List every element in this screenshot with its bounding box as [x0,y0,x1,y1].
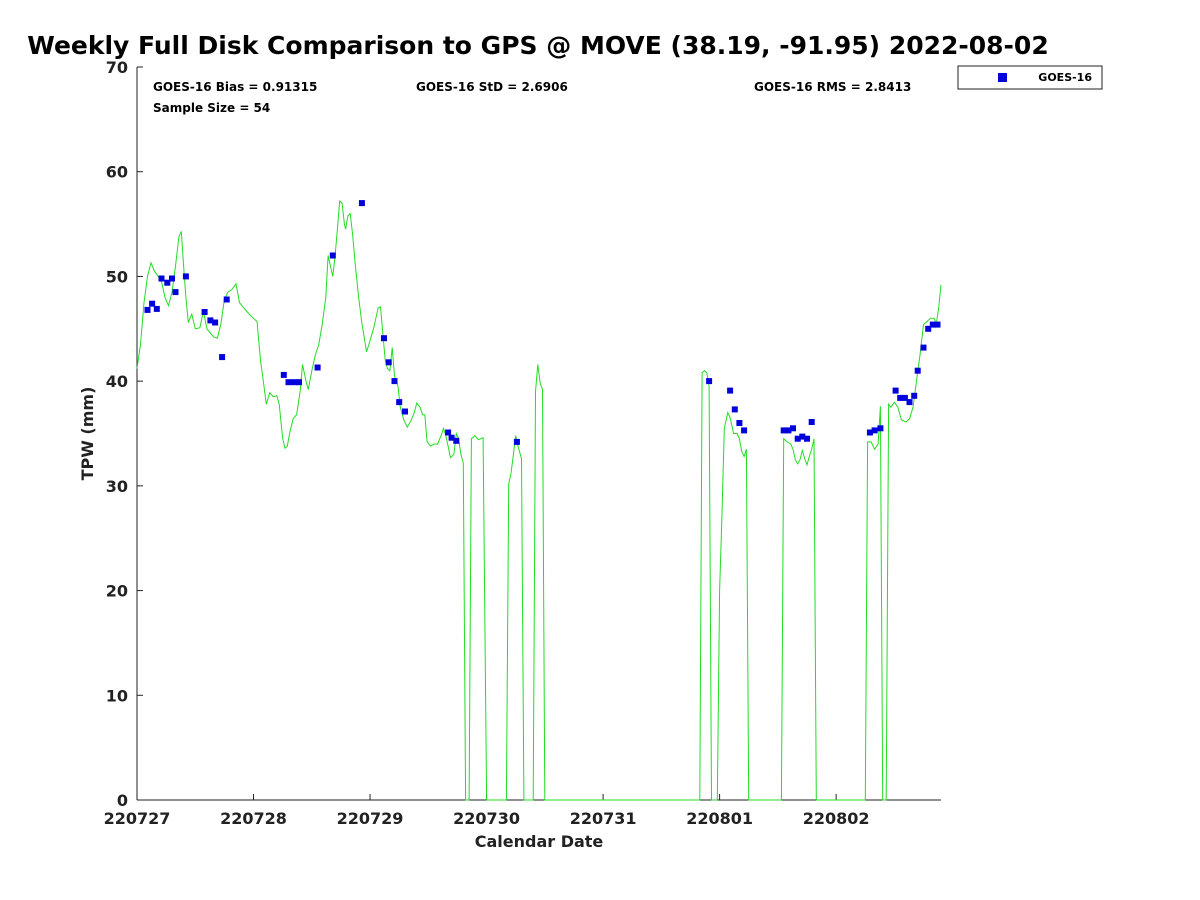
goes-16-point [911,392,918,399]
goes-16-point [513,438,520,445]
x-tick-label: 220727 [104,809,171,828]
rms-annotation: GOES-16 RMS = 2.8413 [754,80,911,94]
sample-size-annotation: Sample Size = 54 [153,101,270,115]
goes-16-point [453,437,460,444]
goes-16-point [736,420,743,426]
y-tick-label: 40 [106,372,128,391]
goes-16-point [929,321,936,328]
x-tick-label: 220801 [686,809,753,828]
legend-label-goes-16: GOES-16 [1038,71,1092,84]
y-axis-ticks: 0 10 20 30 40 50 60 70 [106,58,143,810]
series-goes-16 [144,200,941,445]
y-tick-label: 30 [106,477,128,496]
goes-16-point [871,427,878,434]
goes-16-point [808,419,815,425]
goes-16-point [329,252,336,259]
goes-16-point [402,408,408,415]
y-tick-label: 0 [117,791,128,810]
gps-line [136,199,942,801]
goes-16-point [897,394,904,401]
goes-16-point [144,306,151,313]
x-axis-label: Calendar Date [475,832,604,851]
goes-16-point [877,425,884,432]
goes-16-point [164,279,171,286]
goes-16-point [291,379,298,386]
goes-16-point [296,379,302,386]
goes-16-point [901,394,908,401]
bias-annotation: GOES-16 Bias = 0.91315 [153,80,317,94]
goes-16-point [280,371,287,378]
series-gps [136,199,942,801]
goes-16-point [385,359,392,366]
goes-16-point [934,321,941,328]
y-tick-label: 70 [106,58,128,77]
goes-16-point [201,309,208,315]
x-tick-label: 220728 [220,809,287,828]
goes-16-point [391,378,398,385]
goes-16-point [892,387,899,394]
x-tick-label: 220802 [803,809,870,828]
x-tick-label: 220730 [453,809,520,828]
goes-16-point [153,305,160,312]
goes-16-point [914,367,921,374]
goes-16-point [172,289,179,296]
y-tick-label: 60 [106,163,128,182]
std-annotation: GOES-16 StD = 2.6906 [416,80,568,94]
goes-16-point [780,427,787,434]
goes-16-point [794,435,801,442]
goes-16-point [219,354,226,361]
goes-16-point [799,433,806,440]
goes-16-point [920,344,927,351]
goes-16-point [158,275,165,282]
chart-title: Weekly Full Disk Comparison to GPS @ MOV… [27,31,1048,60]
goes-16-point [358,200,365,207]
goes-16-point [149,300,156,307]
goes-16-point [906,399,913,406]
goes-16-point [706,378,713,385]
goes-16-point [741,427,748,434]
x-tick-label: 220731 [570,809,637,828]
x-axis-ticks: 220727 220728 220729 220730 220731 220801 2208… [104,794,870,828]
stats-annotations: GOES-16 Bias = 0.91315 GOES-16 StD = 2.6… [153,80,911,115]
goes-16-point [182,273,189,280]
y-tick-label: 10 [106,686,128,705]
goes-16-point [448,434,455,441]
goes-16-point [381,335,387,342]
plot-area [136,67,941,801]
goes-16-point [785,427,792,434]
goes-16-point [285,379,292,386]
goes-16-point [804,435,810,442]
goes-16-point [866,429,873,436]
goes-16-point [314,364,321,371]
goes-16-point [223,296,230,303]
x-tick-label: 220729 [337,809,404,828]
goes-16-point [396,399,403,406]
legend-marker-goes-16 [998,73,1007,82]
goes-16-point [207,317,214,324]
y-axis-label: TPW (mm) [78,387,97,481]
y-tick-label: 20 [106,582,128,601]
goes-16-point [445,429,452,436]
goes-16-point [731,406,738,413]
goes-16-point [925,325,932,332]
y-tick-label: 50 [106,267,128,286]
legend-box [957,65,1103,90]
goes-16-point [212,319,219,326]
goes-16-point [169,275,175,282]
goes-16-point [727,387,734,394]
legend: GOES-16 [957,65,1103,90]
goes-16-point [790,425,796,432]
